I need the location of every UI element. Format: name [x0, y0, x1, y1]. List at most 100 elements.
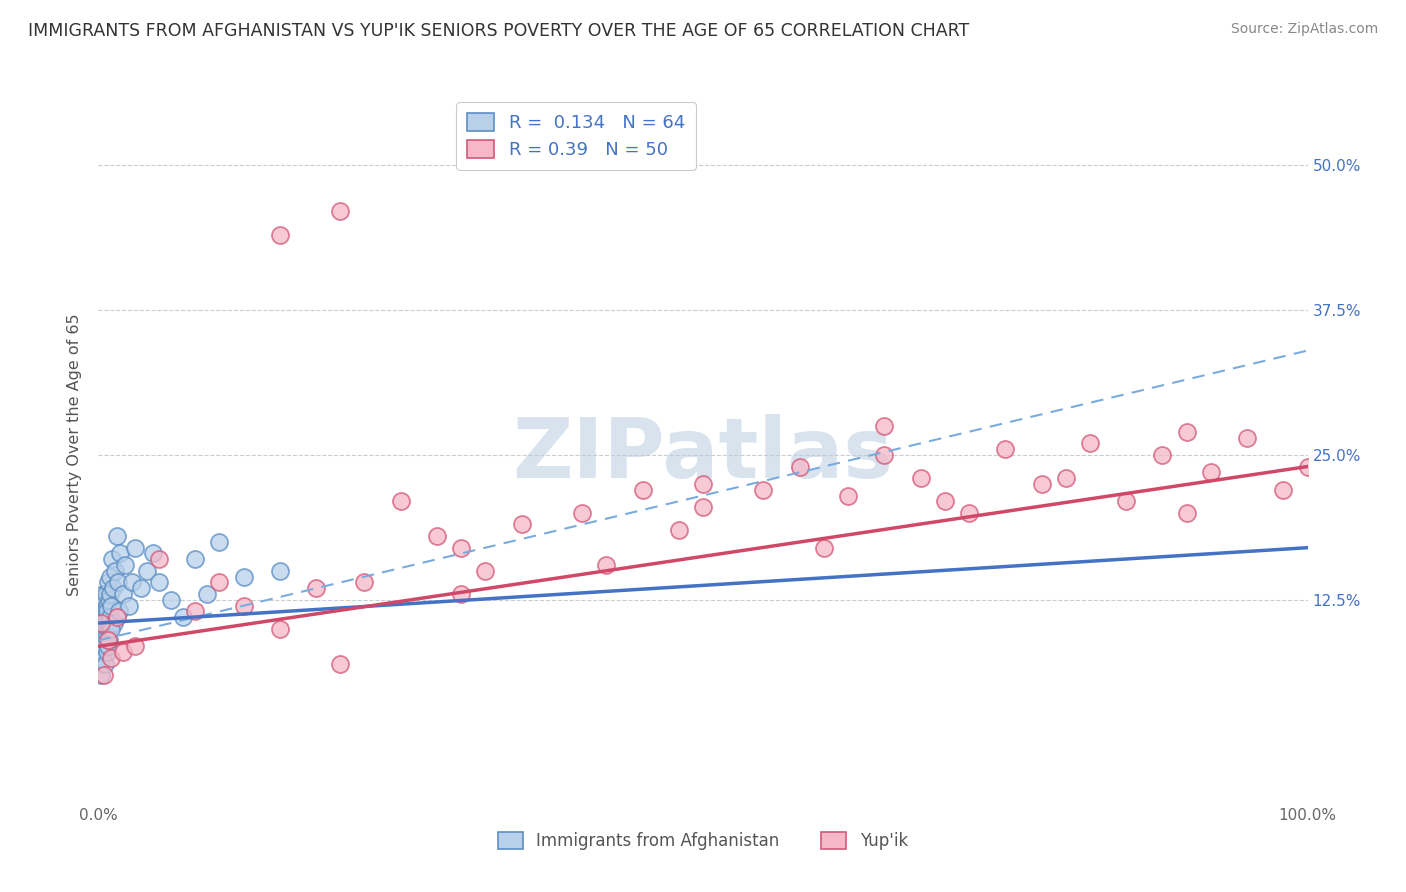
- Point: [1054, 471, 1077, 485]
- Point: [184, 552, 207, 566]
- Point: [87, 622, 110, 636]
- Point: [89, 657, 111, 671]
- Point: [934, 494, 956, 508]
- Point: [195, 587, 218, 601]
- Point: [1152, 448, 1174, 462]
- Point: [93, 610, 115, 624]
- Point: [90, 651, 112, 665]
- Point: [184, 605, 207, 619]
- Point: [910, 471, 932, 485]
- Point: [124, 541, 146, 555]
- Point: [957, 506, 980, 520]
- Point: [98, 622, 121, 636]
- Point: [269, 564, 291, 578]
- Point: [389, 494, 412, 508]
- Text: IMMIGRANTS FROM AFGHANISTAN VS YUP'IK SENIORS POVERTY OVER THE AGE OF 65 CORRELA: IMMIGRANTS FROM AFGHANISTAN VS YUP'IK SE…: [28, 22, 969, 40]
- Point: [94, 628, 117, 642]
- Point: [98, 587, 121, 601]
- Point: [121, 575, 143, 590]
- Point: [208, 575, 231, 590]
- Point: [208, 534, 231, 549]
- Point: [752, 483, 775, 497]
- Point: [172, 610, 194, 624]
- Point: [1175, 506, 1198, 520]
- Point: [100, 552, 122, 566]
- Point: [107, 575, 129, 590]
- Point: [692, 500, 714, 514]
- Point: [97, 633, 120, 648]
- Point: [129, 582, 152, 596]
- Point: [93, 639, 115, 653]
- Point: [93, 587, 115, 601]
- Point: [98, 610, 121, 624]
- Point: [98, 633, 121, 648]
- Point: [96, 615, 118, 630]
- Point: [353, 575, 375, 590]
- Point: [873, 418, 896, 433]
- Point: [1175, 425, 1198, 439]
- Point: [90, 615, 112, 630]
- Point: [148, 575, 170, 590]
- Point: [100, 651, 122, 665]
- Point: [1078, 436, 1101, 450]
- Point: [89, 633, 111, 648]
- Point: [426, 529, 449, 543]
- Point: [114, 558, 136, 573]
- Point: [100, 622, 122, 636]
- Point: [813, 541, 835, 555]
- Text: Source: ZipAtlas.com: Source: ZipAtlas.com: [1230, 22, 1378, 37]
- Point: [1199, 466, 1222, 480]
- Point: [789, 459, 811, 474]
- Point: [269, 622, 291, 636]
- Point: [142, 546, 165, 561]
- Point: [104, 564, 127, 578]
- Point: [103, 615, 125, 630]
- Y-axis label: Seniors Poverty Over the Age of 65: Seniors Poverty Over the Age of 65: [67, 314, 83, 596]
- Point: [91, 622, 114, 636]
- Point: [98, 570, 121, 584]
- Point: [89, 639, 111, 653]
- Point: [91, 599, 114, 613]
- Point: [329, 204, 352, 219]
- Point: [108, 546, 131, 561]
- Point: [329, 657, 352, 671]
- Point: [97, 592, 120, 607]
- Text: ZIPatlas: ZIPatlas: [513, 415, 893, 495]
- Point: [111, 587, 134, 601]
- Point: [1115, 494, 1137, 508]
- Point: [90, 615, 112, 630]
- Point: [305, 582, 328, 596]
- Point: [668, 523, 690, 537]
- Point: [93, 592, 115, 607]
- Point: [96, 605, 118, 619]
- Point: [474, 564, 496, 578]
- Legend: Immigrants from Afghanistan, Yup'ik: Immigrants from Afghanistan, Yup'ik: [492, 826, 914, 857]
- Point: [97, 639, 120, 653]
- Point: [692, 476, 714, 491]
- Point: [994, 442, 1017, 456]
- Point: [232, 570, 254, 584]
- Point: [571, 506, 593, 520]
- Point: [111, 645, 134, 659]
- Point: [105, 529, 128, 543]
- Point: [90, 645, 112, 659]
- Point: [837, 489, 859, 503]
- Point: [91, 633, 114, 648]
- Point: [96, 599, 118, 613]
- Point: [1272, 483, 1295, 497]
- Point: [148, 552, 170, 566]
- Point: [105, 610, 128, 624]
- Point: [631, 483, 654, 497]
- Point: [1296, 459, 1319, 474]
- Point: [269, 227, 291, 242]
- Point: [93, 622, 115, 636]
- Point: [96, 628, 118, 642]
- Point: [873, 448, 896, 462]
- Point: [94, 610, 117, 624]
- Point: [90, 628, 112, 642]
- Point: [91, 645, 114, 659]
- Point: [232, 599, 254, 613]
- Point: [595, 558, 617, 573]
- Point: [89, 610, 111, 624]
- Point: [124, 639, 146, 653]
